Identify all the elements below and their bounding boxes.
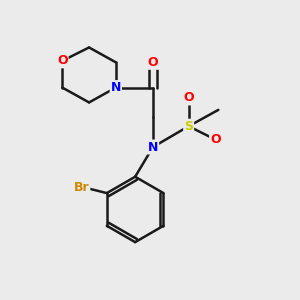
Text: O: O (57, 54, 68, 67)
Text: N: N (148, 140, 158, 154)
Text: S: S (184, 120, 193, 133)
Text: Br: Br (74, 181, 89, 194)
Text: O: O (148, 56, 158, 69)
Text: O: O (210, 133, 221, 146)
Text: N: N (111, 81, 121, 94)
Text: O: O (183, 92, 194, 104)
